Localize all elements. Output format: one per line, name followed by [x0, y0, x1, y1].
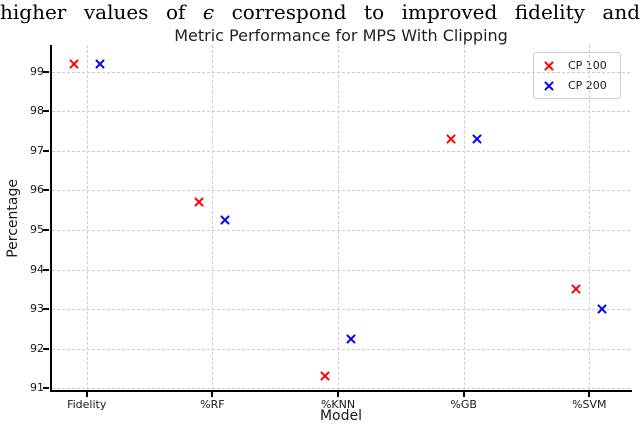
legend: CP 100 CP 200: [533, 52, 621, 99]
y-tick-label: 95: [30, 222, 44, 236]
data-point-marker: [68, 58, 80, 70]
y-tick-label: 92: [30, 341, 44, 355]
y-tick: [43, 347, 49, 350]
x-gridline: [463, 45, 465, 390]
data-point-marker: [445, 133, 457, 145]
x-tick-label: %GB: [450, 398, 477, 411]
x-tick-label: Fidelity: [67, 398, 107, 411]
caption-word: improved: [401, 0, 498, 24]
y-gridline: [52, 229, 630, 231]
y-gridline: [52, 388, 630, 390]
y-tick: [43, 70, 49, 73]
y-tick-label: 96: [30, 183, 44, 197]
x-tick-label: %KNN: [320, 398, 356, 411]
x-gridline: [86, 45, 88, 390]
data-point-marker: [543, 80, 555, 92]
x-tick: [337, 392, 340, 397]
y-tick: [43, 110, 49, 113]
caption-word: and: [602, 0, 640, 24]
x-tick: [211, 392, 214, 397]
caption-word: fidelity: [514, 0, 585, 24]
y-tick-label: 93: [30, 302, 44, 316]
x-tick: [85, 392, 88, 397]
plot-area: CP 100 CP 200 91 92 93 94 95 96 97 98 99 Fidelity…: [30, 45, 632, 411]
y-tick: [43, 189, 49, 192]
x-axis-spine: [50, 390, 632, 392]
y-tick: [43, 308, 49, 311]
caption-text: higher values of ϵ correspond to improved fidel…: [0, 0, 640, 24]
legend-item: CP 200: [543, 77, 610, 94]
caption-word: correspond: [231, 0, 347, 24]
data-point-marker: [345, 333, 357, 345]
y-gridline: [52, 269, 630, 271]
cp100-marker-icon: [543, 60, 555, 72]
y-tick-label: 99: [30, 64, 44, 78]
caption-word: values: [83, 0, 149, 24]
y-axis-spine: [50, 45, 52, 392]
y-tick: [43, 228, 49, 231]
y-tick-label: 94: [30, 262, 44, 276]
y-tick: [43, 387, 49, 390]
epsilon-symbol: ϵ: [202, 0, 215, 24]
y-gridline: [52, 309, 630, 311]
y-gridline: [52, 111, 630, 113]
data-point-marker: [570, 283, 582, 295]
legend-label: CP 100: [568, 59, 607, 72]
y-tick-label: 91: [30, 381, 44, 395]
y-tick-label: 98: [30, 104, 44, 118]
y-gridline: [52, 190, 630, 192]
legend-item: CP 100: [543, 57, 610, 74]
y-axis-label: Percentage: [5, 179, 21, 258]
x-gridline: [589, 45, 591, 390]
x-axis-label: Model: [319, 408, 363, 424]
y-tick: [43, 268, 49, 271]
x-gridline: [338, 45, 340, 390]
x-tick: [588, 392, 591, 397]
x-tick-label: %RF: [200, 398, 225, 411]
y-tick: [43, 149, 49, 152]
caption-word: to: [364, 0, 385, 24]
data-point-marker: [543, 60, 555, 72]
x-gridline: [212, 45, 214, 390]
caption-word: higher: [0, 0, 67, 24]
legend-label: CP 200: [568, 79, 607, 92]
y-tick-label: 97: [30, 143, 44, 157]
x-tick: [462, 392, 465, 397]
y-gridline: [52, 348, 630, 350]
data-point-marker: [319, 370, 331, 382]
data-point-marker: [219, 214, 231, 226]
data-point-marker: [193, 196, 205, 208]
chart-title: Metric Performance for MPS With Clipping: [174, 26, 508, 45]
y-gridline: [52, 150, 630, 152]
x-tick-label: %SVM: [572, 398, 607, 411]
y-gridline: [52, 71, 630, 73]
caption-word: of: [165, 0, 186, 24]
cp200-marker-icon: [543, 80, 555, 92]
data-point-marker: [471, 133, 483, 145]
data-point-marker: [596, 303, 608, 315]
data-point-marker: [94, 58, 106, 70]
